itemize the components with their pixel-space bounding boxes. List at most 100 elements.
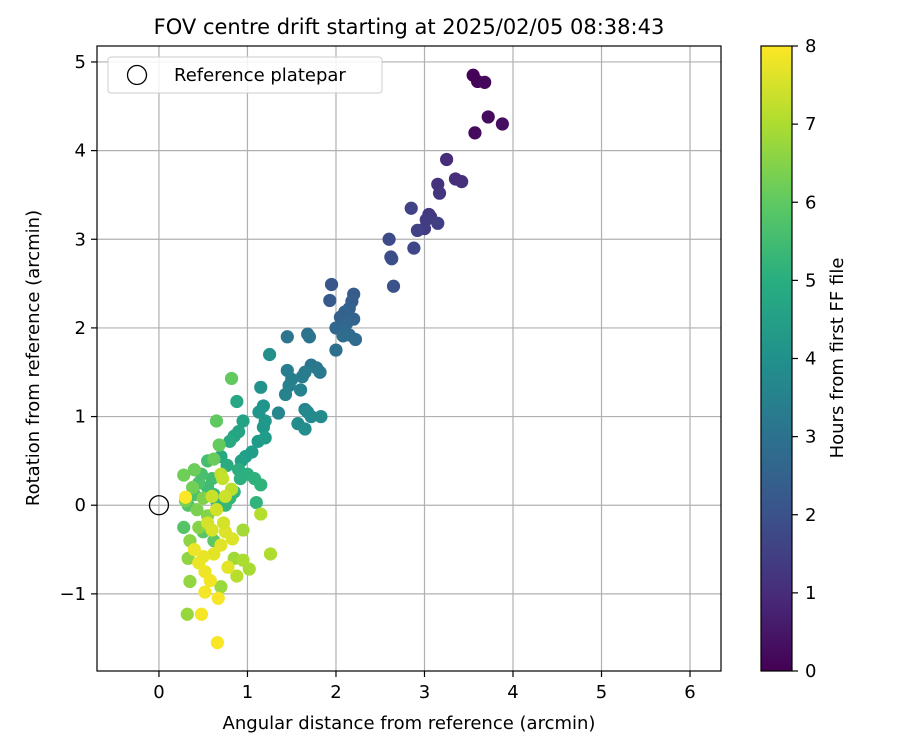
data-point	[407, 241, 421, 255]
data-point	[302, 330, 317, 344]
data-point	[177, 468, 191, 482]
data-point	[236, 553, 250, 567]
colorbar-tick-label: 2	[805, 505, 816, 526]
data-point	[280, 330, 294, 344]
data-point	[224, 371, 239, 386]
data-point	[210, 636, 224, 650]
data-point	[218, 489, 232, 503]
data-point	[207, 452, 221, 466]
colorbar-gradient	[760, 45, 793, 672]
x-tick-label: 0	[153, 682, 164, 703]
data-point	[183, 574, 197, 589]
data-point	[271, 406, 286, 420]
colorbar-tick-label: 8	[805, 36, 816, 57]
data-point	[295, 370, 309, 384]
data-point	[336, 329, 350, 343]
data-point	[214, 538, 228, 552]
data-point	[382, 232, 396, 246]
data-point	[481, 110, 495, 124]
data-point	[203, 573, 217, 588]
colorbar-label: Hours from first FF file	[827, 258, 848, 459]
grid	[97, 46, 721, 671]
data-point	[187, 463, 201, 477]
data-point	[348, 332, 363, 347]
data-point	[258, 431, 272, 445]
data-point	[455, 175, 469, 189]
data-point	[256, 420, 270, 434]
data-point	[236, 523, 250, 537]
colorbar-tick-label: 3	[805, 427, 816, 448]
colorbar-tick-label: 4	[805, 349, 816, 370]
data-point	[212, 438, 226, 452]
colorbar-tick-label: 0	[805, 661, 816, 682]
y-axis-label: Rotation from reference (arcmin)	[23, 210, 44, 506]
data-point	[254, 478, 268, 492]
x-tick-label: 6	[684, 682, 695, 703]
data-point	[431, 216, 445, 230]
y-tick-label: 4	[75, 141, 86, 162]
colorbar-tick-label: 5	[805, 270, 816, 291]
data-point	[187, 542, 201, 557]
data-point	[495, 117, 509, 131]
data-point	[209, 503, 224, 517]
data-point	[440, 152, 454, 167]
data-point	[190, 503, 204, 517]
data-point	[254, 380, 268, 394]
y-tick-label: 1	[75, 407, 86, 428]
data-point	[314, 409, 328, 424]
data-point	[278, 387, 293, 402]
data-point	[230, 569, 244, 583]
data-point	[177, 520, 191, 534]
reference-platepar-marker	[148, 495, 170, 516]
legend-label-reference-platepar: Reference platepar	[174, 65, 346, 86]
data-point	[230, 394, 244, 409]
y-tick-label: −1	[59, 584, 86, 605]
x-tick-label: 1	[242, 682, 253, 703]
data-point	[216, 516, 231, 530]
data-point	[211, 591, 225, 605]
data-point	[329, 343, 343, 357]
x-tick-label: 4	[507, 682, 518, 703]
data-point	[263, 547, 278, 561]
data-point	[249, 495, 263, 510]
y-tick-label: 0	[75, 495, 86, 516]
data-point	[385, 252, 399, 266]
data-point	[198, 585, 212, 599]
data-point	[180, 607, 194, 621]
data-point	[386, 279, 401, 293]
data-point	[313, 365, 327, 379]
data-point	[404, 201, 418, 215]
plot-frame	[96, 45, 722, 672]
data-point	[468, 126, 482, 140]
data-point	[221, 560, 235, 574]
data-point	[323, 293, 337, 308]
data-point	[338, 305, 352, 319]
x-tick-label: 3	[419, 682, 430, 703]
data-point	[216, 472, 230, 486]
chart-title: FOV centre drift starting at 2025/02/05 …	[154, 15, 665, 39]
legend-box	[107, 56, 383, 94]
data-point	[324, 277, 339, 292]
colorbar-tick-label: 6	[805, 192, 816, 213]
legend: Reference platepar	[107, 56, 383, 94]
data-point	[236, 414, 250, 428]
data-point	[205, 489, 219, 503]
x-tick-label: 5	[596, 682, 607, 703]
data-point	[223, 434, 237, 448]
axis-ticks: 0 1 2 3 4 5 6 −1 0 1 2 3 4 5	[59, 52, 695, 703]
data-point	[254, 507, 268, 521]
data-point	[185, 480, 200, 495]
data-point	[214, 580, 228, 594]
legend-marker-icon	[126, 64, 148, 86]
data-point	[209, 414, 224, 428]
data-point	[410, 223, 425, 237]
colorbar-tick-label: 7	[805, 114, 816, 135]
data-point	[207, 547, 221, 561]
data-point	[205, 523, 219, 537]
data-point	[293, 383, 308, 397]
data-point	[225, 532, 240, 546]
data-point	[432, 186, 447, 200]
data-points	[177, 68, 509, 650]
x-tick-label: 2	[330, 682, 341, 703]
